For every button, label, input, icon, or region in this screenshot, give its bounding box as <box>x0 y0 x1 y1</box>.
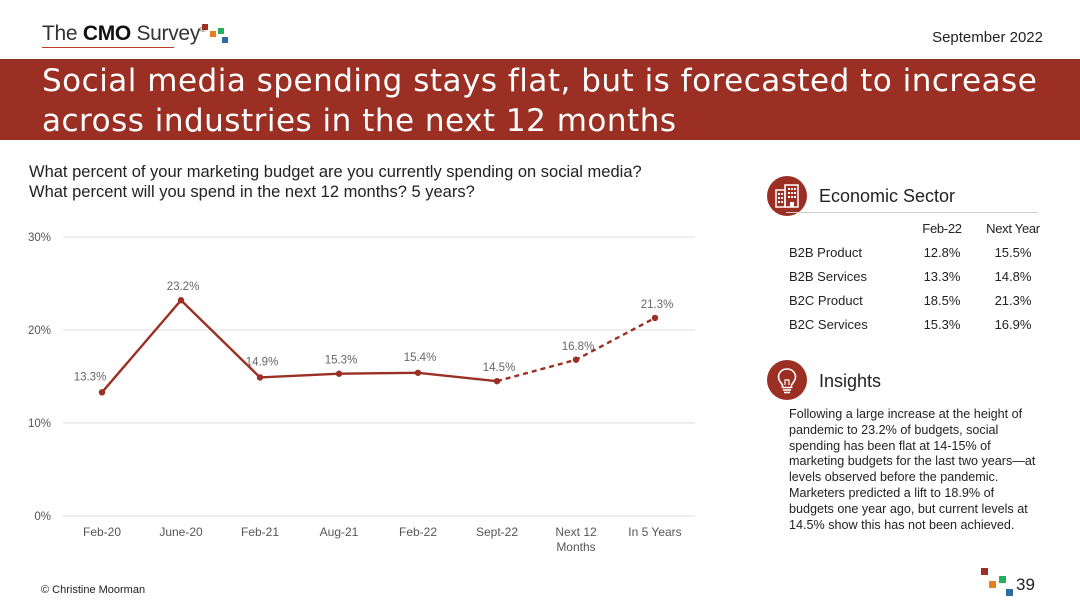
report-date: September 2022 <box>932 29 1043 46</box>
sector-table-header: Feb-22 Next Year <box>782 216 1047 240</box>
sector-feb22-value: 18.5% <box>923 292 961 308</box>
data-label: 23.2% <box>167 281 200 293</box>
footer-square-icon <box>981 568 988 575</box>
data-point <box>493 377 501 385</box>
logo-suffix: Survey <box>130 22 201 45</box>
page-title-line1: Social media spending stays flat, but is… <box>42 63 1038 99</box>
table-row: B2B Product 12.8% 15.5% <box>782 240 1047 264</box>
table-row: B2B Services 13.3% 14.8% <box>782 264 1047 288</box>
y-tick-label: 0% <box>34 511 51 523</box>
series-line-actual <box>101 298 498 394</box>
logo-square-icon <box>218 28 224 34</box>
data-label: 13.3% <box>74 371 107 383</box>
logo-bold: CMO <box>82 22 131 45</box>
cmo-survey-logo: The CMO Survey® <box>42 22 228 48</box>
sector-column-next-year: Next Year <box>986 220 1040 236</box>
data-label: 21.3% <box>641 299 674 311</box>
sector-next-year-value: 16.9% <box>994 316 1032 332</box>
sector-label: B2C Services <box>789 316 868 332</box>
logo-square-icon <box>222 37 228 43</box>
x-tick-label: Feb-22 <box>399 525 437 539</box>
sector-column-feb22: Feb-22 <box>922 220 962 236</box>
sector-panel-title: Economic Sector <box>819 186 956 206</box>
sector-feb22-value: 13.3% <box>923 268 961 284</box>
table-row: B2C Product 18.5% 21.3% <box>782 288 1047 312</box>
title-banner: Social media spending stays flat, but is… <box>0 59 1080 140</box>
x-tick-label: Aug-21 <box>320 525 359 539</box>
sector-table: Feb-22 Next Year B2B Product 12.8% 15.5%… <box>782 216 1047 336</box>
page-title-line2: across industries in the next 12 months <box>42 103 677 139</box>
x-tick-label: June-20 <box>159 525 203 539</box>
chart-grid <box>63 236 695 517</box>
y-axis-ticks: 0% 10% 20% 30% <box>28 232 51 523</box>
logo-underline <box>42 47 174 48</box>
data-point <box>572 356 580 363</box>
data-point <box>256 374 264 381</box>
y-tick-label: 20% <box>28 325 51 337</box>
insights-text: Following a large increase at the height… <box>789 407 1036 532</box>
question-line2: What percent will you spend in the next … <box>29 183 475 201</box>
x-tick-label: Next 12 Months <box>555 525 597 554</box>
footer-square-icon <box>1006 589 1013 596</box>
x-tick-label: Feb-21 <box>241 525 279 539</box>
table-row: B2C Services 15.3% 16.9% <box>782 312 1047 336</box>
logo-square-icon <box>210 31 216 37</box>
data-point <box>335 370 343 377</box>
sector-next-year-value: 14.8% <box>994 268 1032 284</box>
x-axis-ticks: Feb-20 June-20 Feb-21 Aug-21 Feb-22 Sept-22 Ne… <box>83 525 682 554</box>
logo-square-icon <box>202 24 208 30</box>
data-point <box>98 389 106 396</box>
footer-square-icon <box>999 576 1006 583</box>
logo-prefix: The <box>42 22 83 45</box>
data-point <box>414 369 422 376</box>
chart-data-labels: 13.3% 23.2% 14.9% 15.3% 15.4% 14.5% 16.8% 21.3% <box>74 281 674 383</box>
chart-points <box>98 297 659 396</box>
lightbulb-icon <box>767 360 807 400</box>
data-label: 15.3% <box>325 355 358 367</box>
x-tick-label: Sept-22 <box>476 525 518 539</box>
data-label: 16.8% <box>562 341 595 353</box>
sector-next-year-value: 21.3% <box>994 292 1032 308</box>
data-label: 14.9% <box>246 356 279 368</box>
y-tick-label: 10% <box>28 418 51 430</box>
copyright: © Christine Moorman <box>41 584 146 596</box>
sector-feb22-value: 15.3% <box>923 316 961 332</box>
sector-label: B2B Product <box>789 244 862 260</box>
sector-divider <box>786 212 1038 213</box>
data-point <box>177 297 185 304</box>
social-media-spending-chart: 0% 10% 20% 30% 13.3% 23.2% 14.9% 15.3% 15.4% 14.… <box>28 232 695 554</box>
sector-next-year-value: 15.5% <box>994 244 1032 260</box>
sector-header-blank <box>782 216 905 240</box>
page-number: 39 <box>1016 575 1035 594</box>
question-line1: What percent of your marketing budget ar… <box>29 163 642 181</box>
insights-panel-title: Insights <box>819 371 882 391</box>
data-point <box>651 314 659 322</box>
y-tick-label: 30% <box>28 232 51 244</box>
x-tick-label: In 5 Years <box>628 525 681 539</box>
footer-square-icon <box>989 581 996 588</box>
sector-feb22-value: 12.8% <box>923 244 961 260</box>
survey-question: What percent of your marketing budget ar… <box>29 162 642 202</box>
x-tick-label: Feb-20 <box>83 525 121 539</box>
sector-label: B2C Product <box>789 292 863 308</box>
data-label: 14.5% <box>483 362 516 374</box>
sector-label: B2B Services <box>789 268 868 284</box>
data-label: 15.4% <box>404 352 437 364</box>
building-icon <box>767 176 807 216</box>
